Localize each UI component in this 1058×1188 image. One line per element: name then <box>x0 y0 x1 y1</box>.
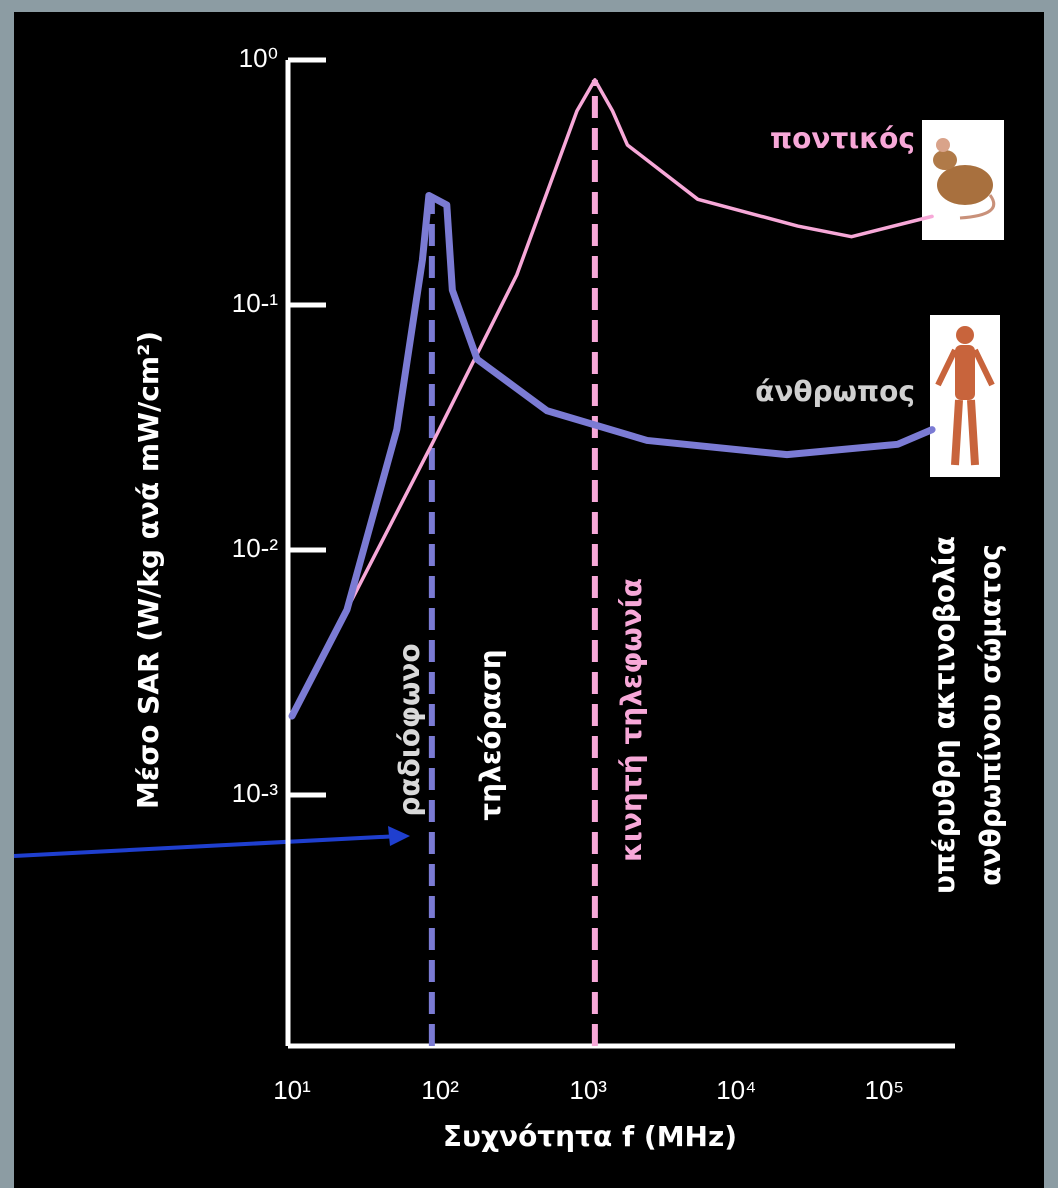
band-label: κινητή τηλεφωνία <box>615 578 648 862</box>
x-tick-label: 10² <box>421 1075 459 1105</box>
band-label: τηλεόραση <box>474 649 507 820</box>
background <box>14 12 1044 1188</box>
mouse-icon <box>922 120 1004 240</box>
x-tick-label: 10⁵ <box>864 1075 904 1105</box>
y-axis-label: Μέσο SAR (W/kg ανά mW/cm²) <box>132 331 165 809</box>
y-tick-label: 10-² <box>232 533 279 563</box>
legend-label: άνθρωπος <box>755 375 915 408</box>
x-tick-label: 10¹ <box>273 1075 311 1105</box>
y-tick-label: 10-¹ <box>232 288 279 318</box>
x-tick-label: 10⁴ <box>716 1075 756 1105</box>
x-tick-label: 10³ <box>569 1075 607 1105</box>
y-tick-label: 10-³ <box>232 778 279 808</box>
legend-label: ποντικός <box>770 122 915 155</box>
arrow <box>13 826 410 858</box>
band-label: ραδιόφωνο <box>393 643 426 816</box>
human-icon <box>930 315 1000 477</box>
y-tick-label: 10⁰ <box>239 43 278 73</box>
series-line <box>288 191 936 720</box>
band-label: υπέρυθρη ακτινοβολία <box>928 536 961 894</box>
x-axis-label: Συχνότητα f (MHz) <box>443 1120 737 1153</box>
series-line <box>290 78 934 718</box>
band-label: ανθρωπίνου σώματος <box>974 544 1007 886</box>
